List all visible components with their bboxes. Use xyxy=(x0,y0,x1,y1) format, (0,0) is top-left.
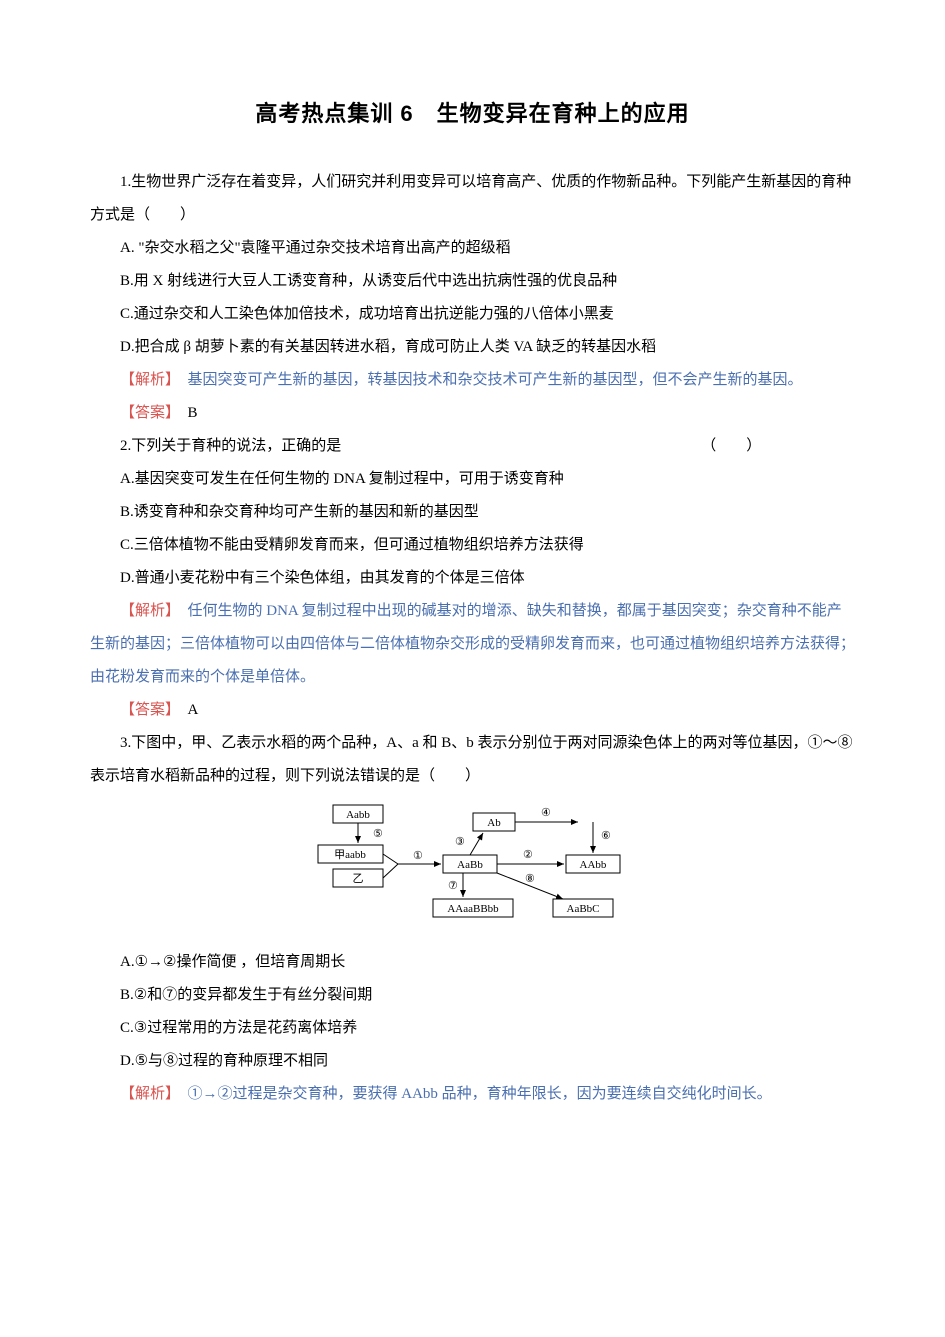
q3-diagram: Aabb 甲aabb 乙 Ab AaBb AAbb AAaaBBbb AaBbC… xyxy=(90,799,855,942)
box-yi: 乙 xyxy=(352,872,363,885)
q2-explain-tag: 【解析】 xyxy=(120,603,173,619)
box-aabb-center: AaBb xyxy=(457,859,483,871)
q1-option-a: A. "杂交水稻之父"袁隆平通过杂交技术培育出高产的超级稻 xyxy=(90,232,855,265)
q3-option-d: D.⑤与⑧过程的育种原理不相同 xyxy=(90,1045,855,1078)
label-1: ① xyxy=(413,850,423,862)
q1-answer: 【答案】 B xyxy=(90,397,855,430)
q1-explain-text: 基因突变可产生新的基因，转基因技术和杂交技术可产生新的基因型，但不会产生新的基因… xyxy=(173,372,803,388)
q2-answer: 【答案】 A xyxy=(90,694,855,727)
q2-option-a: A.基因突变可发生在任何生物的 DNA 复制过程中，可用于诱变育种 xyxy=(90,463,855,496)
q2-option-c: C.三倍体植物不能由受精卵发育而来，但可通过植物组织培养方法获得 xyxy=(90,529,855,562)
q1-explain: 【解析】 基因突变可产生新的基因，转基因技术和杂交技术可产生新的基因型，但不会产… xyxy=(90,364,855,397)
box-aaaabbbb: AAaaBBbb xyxy=(447,903,499,915)
q2-stem-text: 2.下列关于育种的说法，正确的是 xyxy=(120,438,341,454)
q3-stem: 3.下图中，甲、乙表示水稻的两个品种，A、a 和 B、b 表示分别位于两对同源染… xyxy=(90,727,855,793)
label-7: ⑦ xyxy=(448,880,458,892)
q3-option-c: C.③过程常用的方法是花药离体培养 xyxy=(90,1012,855,1045)
q2-explain-text: 任何生物的 DNA 复制过程中出现的碱基对的增添、缺失和替换，都属于基因突变；杂… xyxy=(90,603,855,685)
q2-stem-bracket: （ ） xyxy=(701,438,761,454)
q2-stem: 2.下列关于育种的说法，正确的是 （ ） xyxy=(90,430,855,463)
label-4: ④ xyxy=(541,807,551,819)
q1-answer-text: B xyxy=(173,405,198,421)
q1-explain-tag: 【解析】 xyxy=(120,372,173,388)
label-8: ⑧ xyxy=(525,873,535,885)
box-jia: 甲aabb xyxy=(334,849,366,861)
q1-option-d: D.把合成 β 胡萝卜素的有关基因转进水稻，育成可防止人类 VA 缺乏的转基因水… xyxy=(90,331,855,364)
box-aabbc: AaBbC xyxy=(566,903,599,915)
q2-answer-text: A xyxy=(173,702,199,718)
label-3: ③ xyxy=(455,836,465,848)
q3-option-a: A.①→②操作简便 ，但培育周期长 xyxy=(90,946,855,979)
q2-explain: 【解析】 任何生物的 DNA 复制过程中出现的碱基对的增添、缺失和替换，都属于基… xyxy=(90,595,855,694)
q3-explain-tag: 【解析】 xyxy=(120,1086,173,1102)
q2-option-d: D.普通小麦花粉中有三个染色体组，由其发育的个体是三倍体 xyxy=(90,562,855,595)
q1-stem: 1.生物世界广泛存在着变异，人们研究并利用变异可以培育高产、优质的作物新品种。下… xyxy=(90,166,855,232)
page-title: 高考热点集训 6 生物变异在育种上的应用 xyxy=(90,90,855,138)
q1-option-b: B.用 X 射线进行大豆人工诱变育种，从诱变后代中选出抗病性强的优良品种 xyxy=(90,265,855,298)
q3-explain-text: ①→②过程是杂交育种，要获得 AAbb 品种，育种年限长，因为要连续自交纯化时间… xyxy=(173,1086,772,1102)
box-ab: Ab xyxy=(487,817,501,829)
document-page: 高考热点集训 6 生物变异在育种上的应用 1.生物世界广泛存在着变异，人们研究并… xyxy=(0,0,945,1151)
box-aabb-right: AAbb xyxy=(579,859,606,871)
q3-option-b: B.②和⑦的变异都发生于有丝分裂间期 xyxy=(90,979,855,1012)
q2-option-b: B.诱变育种和杂交育种均可产生新的基因和新的基因型 xyxy=(90,496,855,529)
q1-option-c: C.通过杂交和人工染色体加倍技术，成功培育出抗逆能力强的八倍体小黑麦 xyxy=(90,298,855,331)
label-5: ⑤ xyxy=(373,828,383,840)
label-6: ⑥ xyxy=(601,830,611,842)
label-2: ② xyxy=(523,849,533,861)
q2-answer-tag: 【答案】 xyxy=(120,702,173,718)
box-aabb-top: Aabb xyxy=(346,809,370,821)
q1-answer-tag: 【答案】 xyxy=(120,405,173,421)
q3-explain: 【解析】 ①→②过程是杂交育种，要获得 AAbb 品种，育种年限长，因为要连续自… xyxy=(90,1078,855,1111)
